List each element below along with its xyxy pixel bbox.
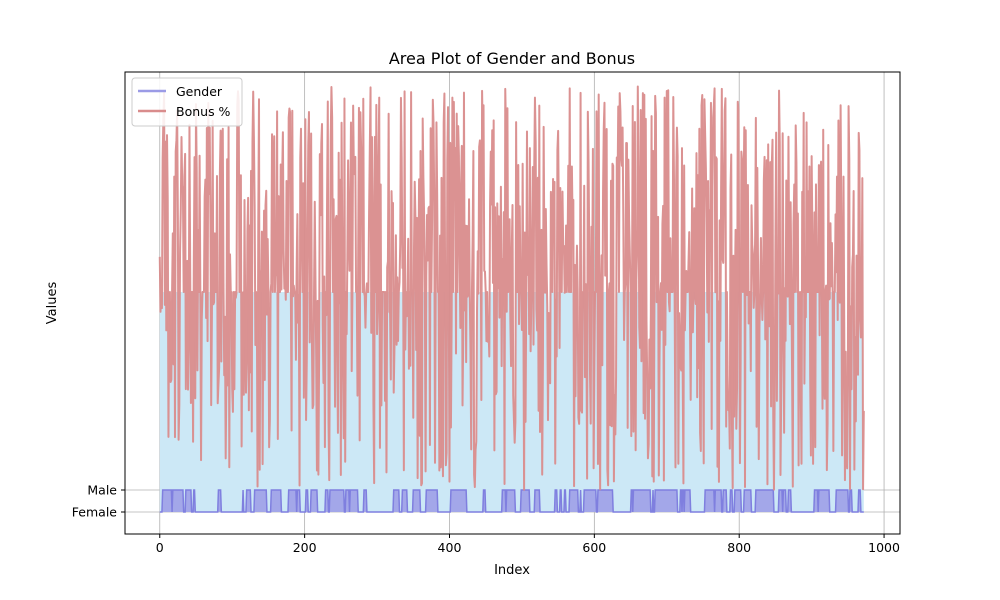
- x-tick-label: 0: [156, 540, 164, 555]
- legend-gender-label: Gender: [176, 84, 223, 99]
- y-tick-label: Female: [72, 505, 118, 520]
- y-axis-label: Values: [45, 282, 60, 325]
- bonus-series: [158, 85, 865, 491]
- x-tick-label: 1000: [868, 540, 900, 555]
- x-axis-label: Index: [494, 563, 530, 578]
- x-tick-label: 400: [438, 540, 462, 555]
- x-tick-label: 200: [293, 540, 317, 555]
- gender-line: [159, 489, 864, 513]
- gender-area: [159, 490, 864, 512]
- x-tick-label: 600: [582, 540, 606, 555]
- legend: Gender Bonus %: [131, 77, 243, 127]
- bonus-line: [158, 85, 865, 491]
- gender-series: [159, 489, 864, 513]
- x-tick-label: 800: [727, 540, 751, 555]
- y-axis-ticks: Female Male: [72, 483, 125, 520]
- axes-frame: [124, 71, 901, 535]
- y-tick-label: Male: [87, 483, 117, 498]
- chart-title: Area Plot of Gender and Bonus: [389, 49, 635, 68]
- legend-bonus-label: Bonus %: [176, 104, 231, 119]
- x-axis-ticks: 0 200 400 600 800 1000: [156, 534, 900, 555]
